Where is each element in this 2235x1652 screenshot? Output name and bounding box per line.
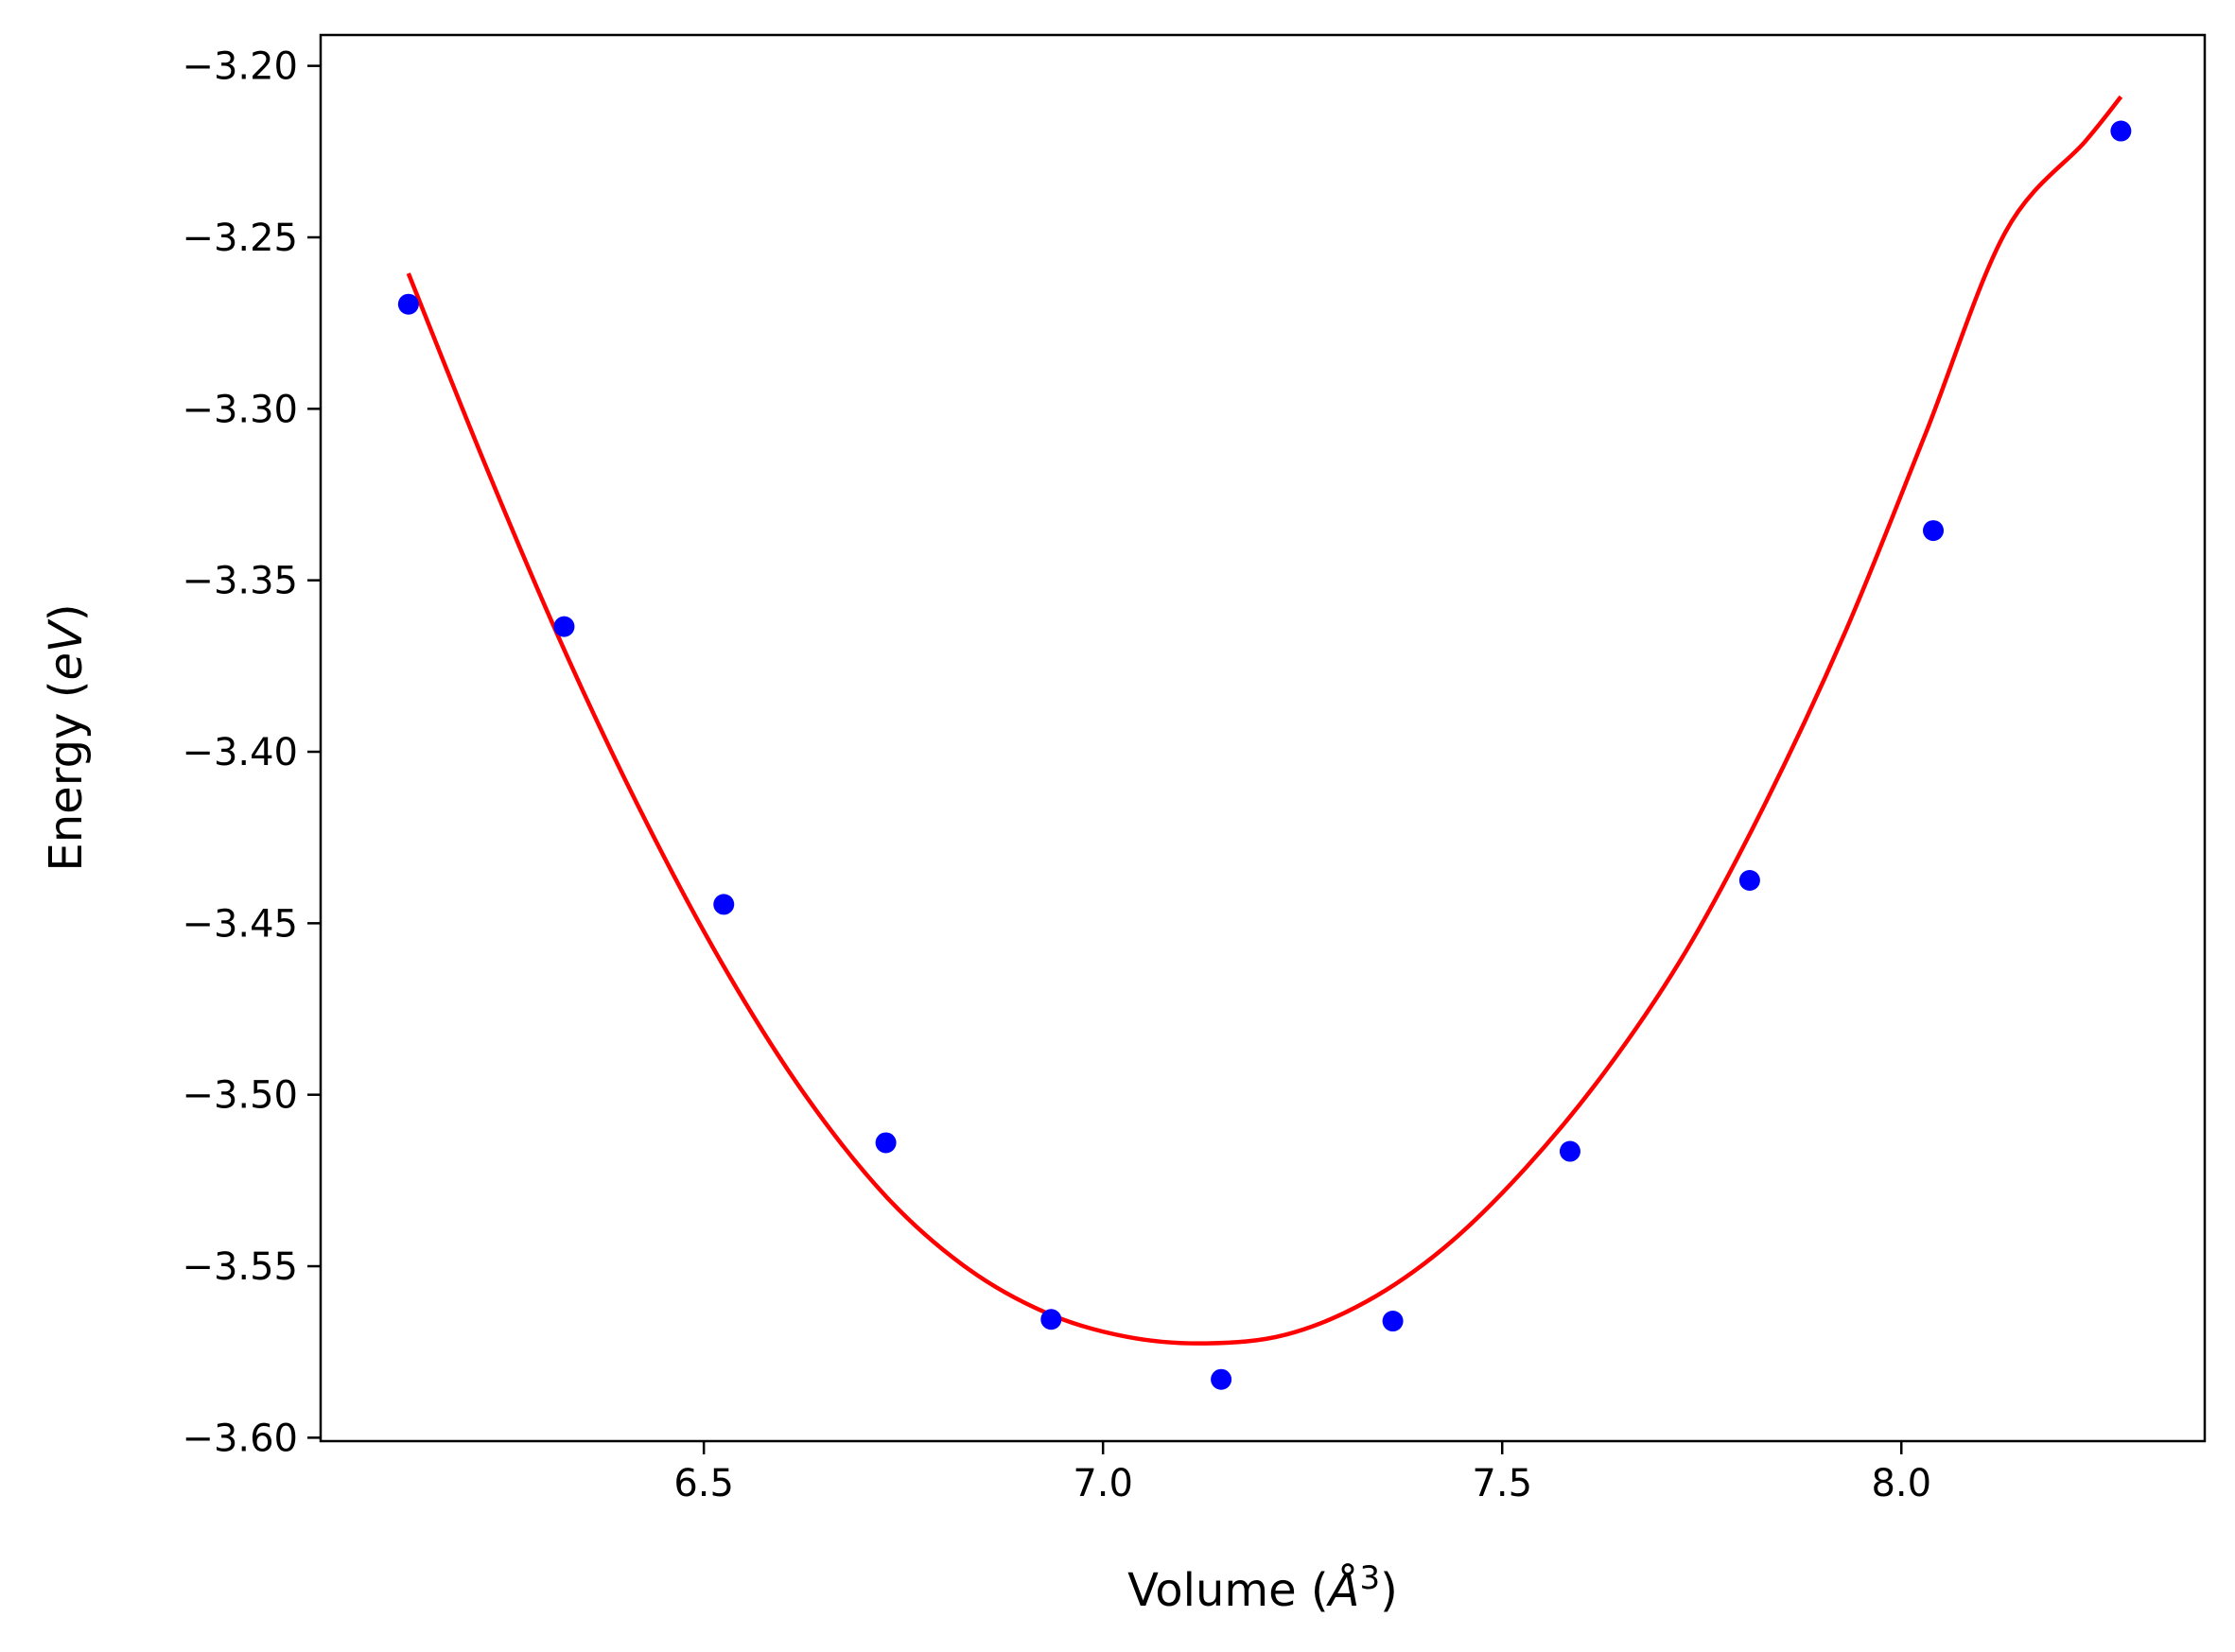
data-point [713,894,735,915]
y-axis-label: Energy (eV) [40,603,93,871]
data-point [1382,1311,1404,1332]
fit-curve-layer [406,95,2123,1346]
data-point [1211,1368,1232,1390]
y-tick-label: −3.40 [182,731,298,774]
fit-curve [406,95,2123,1346]
y-tick-label: −3.60 [182,1417,298,1460]
data-point [1738,870,1760,892]
plot-background [321,35,2205,1441]
x-axis-label: Volume (Å3) [1127,1559,1398,1617]
y-tick-label: −3.20 [182,45,298,89]
x-tick-label: 6.5 [673,1462,734,1505]
y-tick-label: −3.45 [182,902,298,946]
y-tick-label: −3.55 [182,1245,298,1289]
data-point [397,293,419,315]
x-tick-label: 7.5 [1472,1462,1532,1505]
y-tick-label: −3.30 [182,388,298,431]
data-point [1040,1309,1062,1330]
data-point [1559,1140,1580,1162]
y-axis-ticks: −3.20 −3.25 −3.30 −3.35 −3.40 −3.45 −3.50 −3.55… [182,45,321,1460]
data-points-layer [397,120,2132,1390]
x-tick-label: 8.0 [1871,1462,1931,1505]
data-point [1923,520,1945,542]
data-point [2110,120,2132,142]
plot-frame [319,33,2207,1443]
y-tick-label: −3.25 [182,217,298,260]
data-point [553,616,575,637]
data-point [875,1132,897,1154]
x-axis-ticks: 6.5 7.0 7.5 8.0 [673,1441,1931,1505]
y-tick-label: −3.35 [182,560,298,603]
x-tick-label: 7.0 [1073,1462,1133,1505]
y-tick-label: −3.50 [182,1074,298,1118]
